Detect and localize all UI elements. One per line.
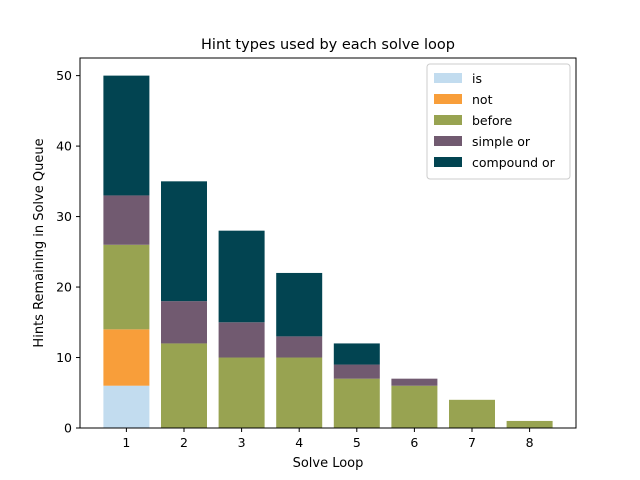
x-tick-label: 5 [353, 435, 361, 450]
legend-swatch-compound-or [434, 157, 462, 167]
bar-compound-or-loop-5 [333, 343, 380, 365]
bar-before-loop-7 [449, 399, 495, 428]
bar-before-loop-5 [333, 378, 380, 428]
x-tick-label: 7 [468, 435, 476, 450]
y-tick-label: 10 [56, 350, 72, 365]
legend-label-compound-or: compound or [472, 155, 556, 170]
bar-before-loop-6 [391, 385, 438, 428]
x-tick-label: 8 [526, 435, 534, 450]
axes-group: 1 2 3 4 5 6 7 8 0 10 20 30 40 50 [56, 68, 534, 450]
bar-simple-or-loop-5 [333, 364, 380, 379]
legend-swatch-is [434, 73, 462, 83]
x-tick-label: 2 [180, 435, 188, 450]
legend: is not before simple or compound or [426, 63, 571, 180]
bar-is-loop-1 [103, 385, 150, 428]
y-tick-label: 20 [56, 280, 72, 295]
x-tick-label: 1 [122, 435, 130, 450]
y-tick-label: 30 [56, 209, 72, 224]
bar-compound-or-loop-1 [103, 75, 150, 196]
x-tick-label: 4 [295, 435, 303, 450]
bar-not-loop-1 [103, 329, 150, 386]
y-tick-label: 0 [64, 421, 72, 436]
plot-frame [79, 57, 577, 429]
bar-before-loop-8 [506, 420, 553, 428]
legend-label-not: not [472, 92, 493, 107]
legend-label-before: before [472, 113, 513, 128]
bars-group [103, 75, 553, 428]
legend-swatch-simple-or [434, 136, 462, 146]
bar-before-loop-1 [103, 244, 150, 330]
legend-label-is: is [472, 71, 482, 86]
bar-simple-or-loop-4 [276, 336, 323, 358]
x-axis-label: Solve Loop [293, 456, 364, 471]
legend-frame [426, 63, 571, 180]
bar-compound-or-loop-2 [161, 181, 207, 302]
chart-title: Hint types used by each solve loop [201, 37, 455, 53]
y-tick-label: 50 [56, 68, 72, 83]
y-axis-label: Hints Remaining in Solve Queue [32, 138, 47, 347]
bar-simple-or-loop-6 [391, 378, 438, 386]
x-tick-label: 3 [238, 435, 246, 450]
bar-simple-or-loop-1 [103, 195, 150, 245]
bar-compound-or-loop-3 [218, 230, 265, 323]
bar-simple-or-loop-2 [161, 301, 207, 344]
legend-swatch-before [434, 115, 462, 125]
legend-swatch-not [434, 94, 462, 104]
y-tick-label: 40 [56, 139, 72, 154]
bar-compound-or-loop-4 [276, 272, 323, 337]
bar-simple-or-loop-3 [218, 322, 265, 358]
bar-before-loop-4 [276, 357, 323, 428]
legend-label-simple-or: simple or [472, 134, 531, 149]
bar-before-loop-2 [161, 343, 207, 428]
bar-before-loop-3 [218, 357, 265, 428]
x-tick-label: 6 [410, 435, 418, 450]
